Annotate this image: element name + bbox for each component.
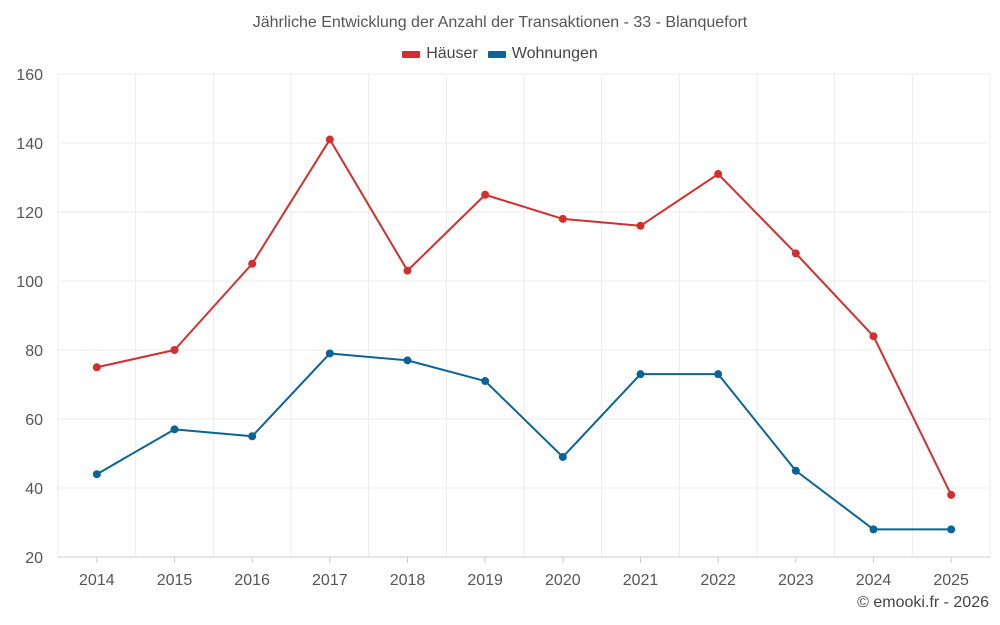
- x-tick-label: 2021: [623, 572, 659, 589]
- data-point-haeuser: [481, 190, 490, 199]
- data-point-wohnungen: [558, 452, 567, 461]
- data-point-haeuser: [714, 170, 723, 179]
- data-point-wohnungen: [947, 525, 956, 534]
- x-tick-label: 2014: [79, 572, 115, 589]
- y-tick-label: 80: [25, 343, 43, 360]
- data-point-haeuser: [636, 221, 645, 230]
- legend-item-wohnungen[interactable]: Wohnungen: [487, 45, 598, 63]
- data-point-wohnungen: [869, 525, 878, 534]
- data-point-wohnungen: [714, 370, 723, 379]
- x-tick-label: 2016: [234, 572, 270, 589]
- series-line-wohnungen: [95, 352, 953, 531]
- x-tick-label: 2017: [312, 572, 348, 589]
- legend-label-haeuser: Häuser: [426, 45, 478, 62]
- data-point-haeuser: [92, 363, 101, 372]
- x-tick-label: 2025: [933, 572, 969, 589]
- data-point-haeuser: [325, 135, 334, 144]
- chart-title: Jährliche Entwicklung der Anzahl der Tra…: [252, 14, 748, 31]
- y-tick-label: 120: [16, 205, 43, 222]
- x-tick-label: 2015: [157, 572, 193, 589]
- data-point-haeuser: [869, 332, 878, 341]
- legend-label-wohnungen: Wohnungen: [511, 45, 598, 62]
- data-point-wohnungen: [170, 425, 179, 434]
- x-tick-label: 2024: [856, 572, 892, 589]
- data-point-wohnungen: [636, 370, 645, 379]
- x-tick-label: 2018: [390, 572, 426, 589]
- data-point-wohnungen: [403, 356, 412, 365]
- credit-text: © emooki.fr - 2026: [857, 594, 989, 611]
- data-point-haeuser: [248, 259, 257, 268]
- data-point-haeuser: [403, 266, 412, 275]
- legend-item-haeuser[interactable]: Häuser: [402, 45, 478, 63]
- y-tick-label: 60: [25, 412, 43, 429]
- legend: Häuser Wohnungen: [0, 45, 1000, 63]
- data-point-haeuser: [170, 346, 179, 354]
- data-point-haeuser: [791, 249, 800, 258]
- data-point-haeuser: [558, 214, 567, 223]
- series-line-haeuser: [95, 138, 953, 496]
- data-point-wohnungen: [791, 466, 800, 475]
- y-tick-label: 160: [16, 67, 43, 84]
- data-point-wohnungen: [248, 432, 257, 441]
- legend-swatch-haeuser: [402, 50, 421, 58]
- y-tick-label: 40: [25, 481, 43, 498]
- x-tick-label: 2019: [467, 572, 503, 589]
- legend-swatch-wohnungen: [487, 50, 506, 58]
- data-point-wohnungen: [92, 470, 101, 479]
- y-tick-label: 20: [25, 550, 43, 567]
- x-tick-label: 2022: [700, 572, 736, 589]
- y-tick-label: 100: [16, 274, 43, 291]
- data-point-haeuser: [947, 490, 956, 499]
- x-tick-label: 2020: [545, 572, 581, 589]
- data-point-wohnungen: [325, 349, 334, 358]
- y-tick-label: 140: [16, 136, 43, 153]
- data-point-wohnungen: [481, 377, 490, 386]
- x-tick-label: 2023: [778, 572, 814, 589]
